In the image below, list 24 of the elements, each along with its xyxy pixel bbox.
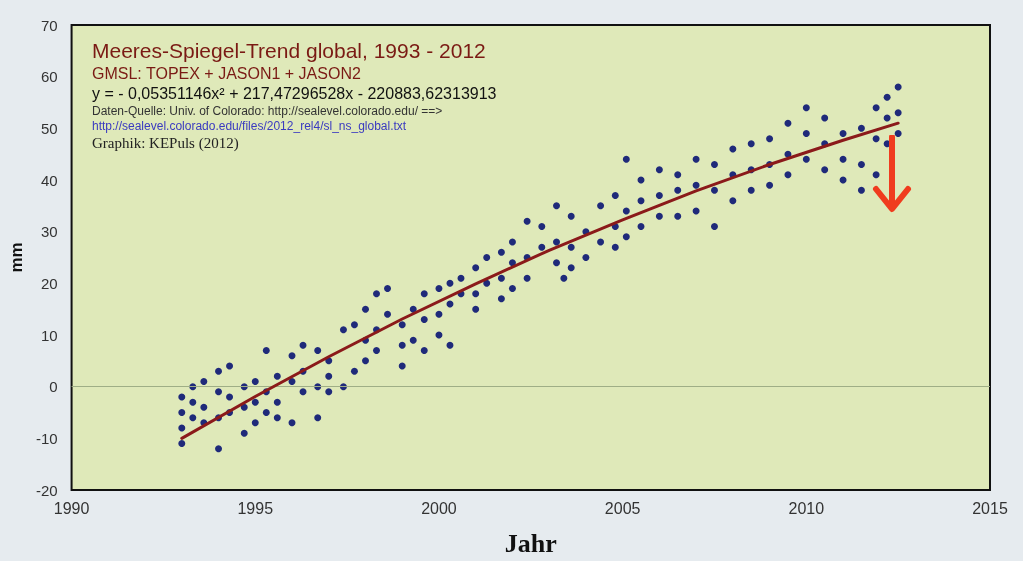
- y-tick-label: 70: [40, 16, 58, 34]
- x-tick-label: 1995: [237, 499, 274, 517]
- x-tick-label: 1990: [53, 499, 90, 517]
- text: Meeres-Spiegel-Trend global, 1993 - 2012: [92, 38, 487, 64]
- x-tick-label: 2000: [421, 499, 457, 517]
- y-tick-label: 40: [40, 171, 58, 189]
- y-tick-label: -10: [35, 429, 58, 447]
- y-tick-label: 0: [49, 378, 58, 396]
- y-axis-title: mm: [7, 242, 26, 273]
- annotation: http://sealevel.colorado.edu/files/2012_rel4/sl_ns_global.txt: [92, 119, 408, 135]
- text: GMSL: TOPEX + JASON1 + JASON2: [92, 64, 362, 85]
- x-tick-label: 2010: [788, 499, 825, 517]
- x-tick-label: 2005: [604, 499, 641, 517]
- x-tick-label: 2015: [972, 499, 1008, 517]
- y-tick-label: 50: [40, 119, 58, 137]
- y-tick-label: 20: [40, 274, 58, 292]
- annotation: y = - 0,05351146x² + 217,47296528x - 220883,62313913: [92, 84, 497, 105]
- x-axis-title: Jahr: [504, 528, 557, 558]
- y-tick-label: 30: [40, 223, 58, 241]
- annotation: Daten-Quelle: Univ. of Colorado: http://sealevel.colorado.edu/ ==>: [92, 104, 444, 120]
- annotation: Graphik: KEPuls (2012): [92, 134, 240, 153]
- y-tick-label: 60: [40, 68, 58, 86]
- y-tick-label: 10: [40, 326, 58, 344]
- y-tick-label: -20: [35, 481, 58, 499]
